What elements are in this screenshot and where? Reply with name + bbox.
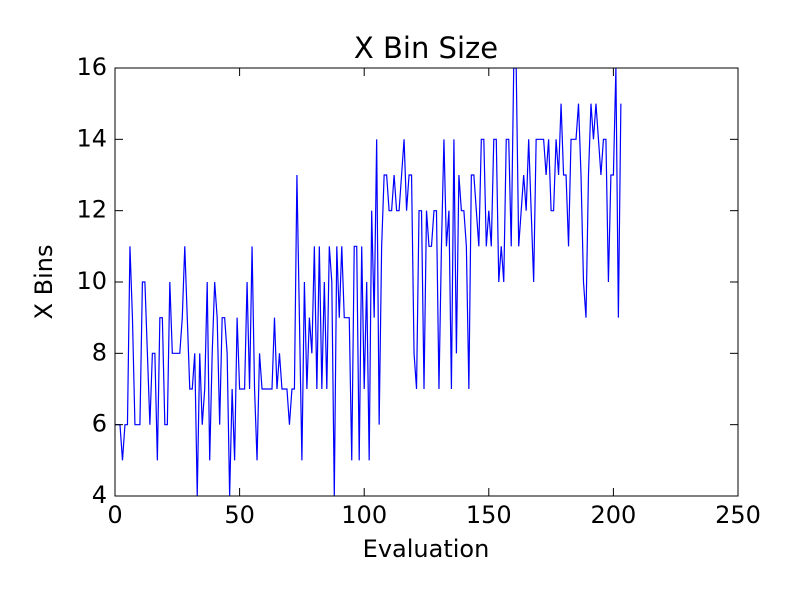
y-axis-label: X Bins [30, 245, 58, 320]
y-tick-label: 6 [92, 410, 107, 438]
data-line [115, 68, 622, 496]
y-tick-label: 8 [92, 338, 107, 366]
x-tick-label: 200 [590, 501, 636, 529]
x-tick-label: 250 [715, 501, 761, 529]
y-tick-label: 10 [76, 267, 107, 295]
x-tick-label: 50 [224, 501, 255, 529]
y-tick-label: 4 [92, 481, 107, 509]
x-axis-label: Evaluation [363, 535, 490, 563]
y-tick-label: 14 [76, 124, 107, 152]
y-tick-label: 12 [76, 196, 107, 224]
x-tick-label: 150 [466, 501, 512, 529]
chart-title: X Bin Size [354, 31, 498, 65]
x-tick-label: 0 [107, 501, 122, 529]
x-tick-label: 100 [341, 501, 387, 529]
y-tick-label: 16 [76, 53, 107, 81]
